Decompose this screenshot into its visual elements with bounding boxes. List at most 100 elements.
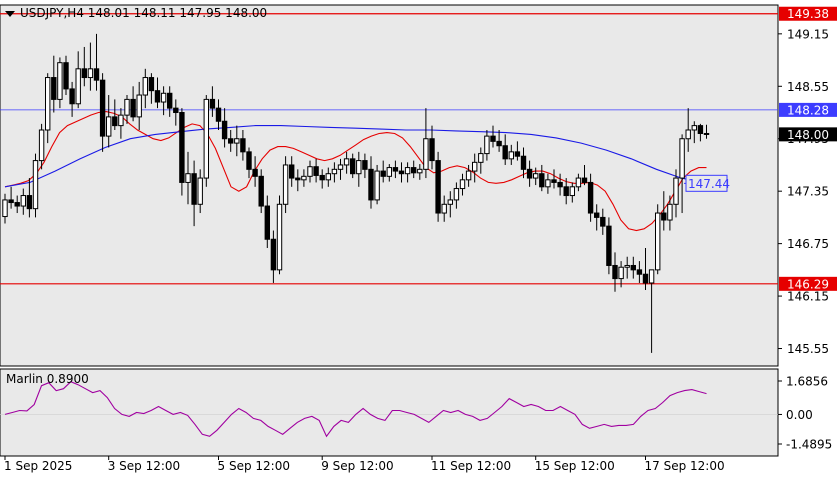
candle-body	[661, 212, 667, 221]
candle	[667, 195, 673, 231]
candle	[441, 195, 447, 222]
price-tick-label: 146.15	[787, 290, 829, 304]
candle	[496, 129, 502, 152]
candle-body	[112, 116, 118, 127]
oscillator-panel[interactable]	[0, 368, 779, 457]
candle-body	[508, 151, 515, 160]
candle-body	[411, 167, 417, 174]
symbol-info: USDJPY,H4 148.01 148.11 147.95 148.00	[20, 6, 267, 20]
current-price-tag-bg	[779, 127, 837, 142]
candle-body	[655, 212, 661, 271]
candle-body	[350, 158, 356, 175]
candle-body	[398, 170, 405, 175]
candle	[75, 51, 81, 109]
candle-body	[685, 129, 691, 140]
candle-body	[99, 79, 106, 137]
candle	[386, 164, 393, 182]
candle	[221, 108, 228, 148]
candle-body	[490, 135, 496, 142]
candle	[478, 147, 484, 174]
candle-body	[557, 181, 563, 188]
candle-body	[356, 160, 362, 175]
candle-body	[14, 202, 20, 207]
candle	[99, 73, 106, 152]
candle	[618, 261, 624, 288]
level-price-tag: 149.38	[787, 7, 829, 21]
symbol-dropdown-icon[interactable]	[5, 11, 15, 17]
level-price-tag-bg	[779, 6, 837, 21]
candle	[63, 55, 69, 96]
candle	[215, 99, 222, 130]
candle	[136, 81, 142, 130]
candle-body	[63, 62, 69, 90]
candle	[118, 108, 124, 139]
candle-body	[392, 167, 399, 172]
candle-body	[142, 77, 149, 96]
oscillator-tick-label: -1.4895	[786, 438, 832, 452]
candle-body	[484, 135, 490, 155]
candle-body	[362, 160, 368, 170]
ma-label-box[interactable]	[685, 174, 728, 192]
candle	[465, 164, 472, 187]
candle-body	[459, 179, 466, 190]
candle	[282, 156, 289, 214]
candle-body	[673, 177, 679, 205]
candle	[331, 162, 338, 183]
candle	[417, 164, 423, 180]
candle	[246, 147, 252, 179]
candle	[57, 57, 63, 109]
candle-body	[380, 170, 386, 177]
candle	[81, 46, 87, 87]
candle-body	[435, 160, 441, 214]
candle	[606, 217, 612, 275]
candle	[228, 129, 234, 152]
candle-body	[612, 264, 618, 280]
candle	[648, 269, 655, 353]
candle	[38, 123, 45, 170]
candle	[679, 134, 685, 214]
candle	[539, 164, 545, 192]
candle	[179, 108, 185, 196]
candle-body	[191, 173, 197, 205]
time-axis: 1 Sep 2025 3 Sep 12:00 5 Sep 12:00 9 Sep 12…	[4, 456, 725, 473]
candle	[307, 160, 313, 183]
candle-body	[215, 107, 222, 122]
candle	[655, 204, 661, 275]
oscillator-tick-label: 1.6856	[786, 375, 828, 389]
candle	[173, 99, 179, 126]
candle	[14, 195, 20, 214]
candle	[112, 99, 118, 130]
candle	[350, 153, 356, 179]
candle-body	[179, 112, 185, 183]
candle-body	[581, 177, 588, 183]
candle	[472, 153, 478, 183]
candle	[301, 169, 307, 187]
level-price-tag-bg	[779, 276, 837, 291]
candle-body	[148, 77, 155, 92]
candle	[435, 151, 441, 222]
price-tick-label: 148.55	[787, 80, 829, 94]
candle	[520, 147, 527, 179]
candle	[630, 256, 636, 279]
candle-body	[496, 140, 502, 147]
candle-body	[173, 107, 179, 114]
candle-body	[264, 205, 271, 240]
candle	[26, 178, 33, 218]
candle	[148, 73, 155, 104]
price-panel[interactable]	[0, 4, 779, 367]
candle-body	[478, 153, 484, 163]
candle-body	[45, 77, 51, 131]
candle-body	[472, 161, 478, 172]
candle	[209, 86, 216, 117]
candles-layer	[2, 33, 710, 353]
candle-body	[185, 173, 191, 183]
candle-body	[606, 225, 612, 266]
candle-body	[417, 168, 423, 174]
candle-body	[69, 88, 75, 105]
candle-body	[514, 151, 521, 157]
candle	[429, 125, 435, 170]
price-axis: 149.38148.28146.29149.15148.55147.95147.…	[778, 6, 837, 356]
candle-body	[87, 68, 94, 79]
candle	[636, 261, 643, 283]
